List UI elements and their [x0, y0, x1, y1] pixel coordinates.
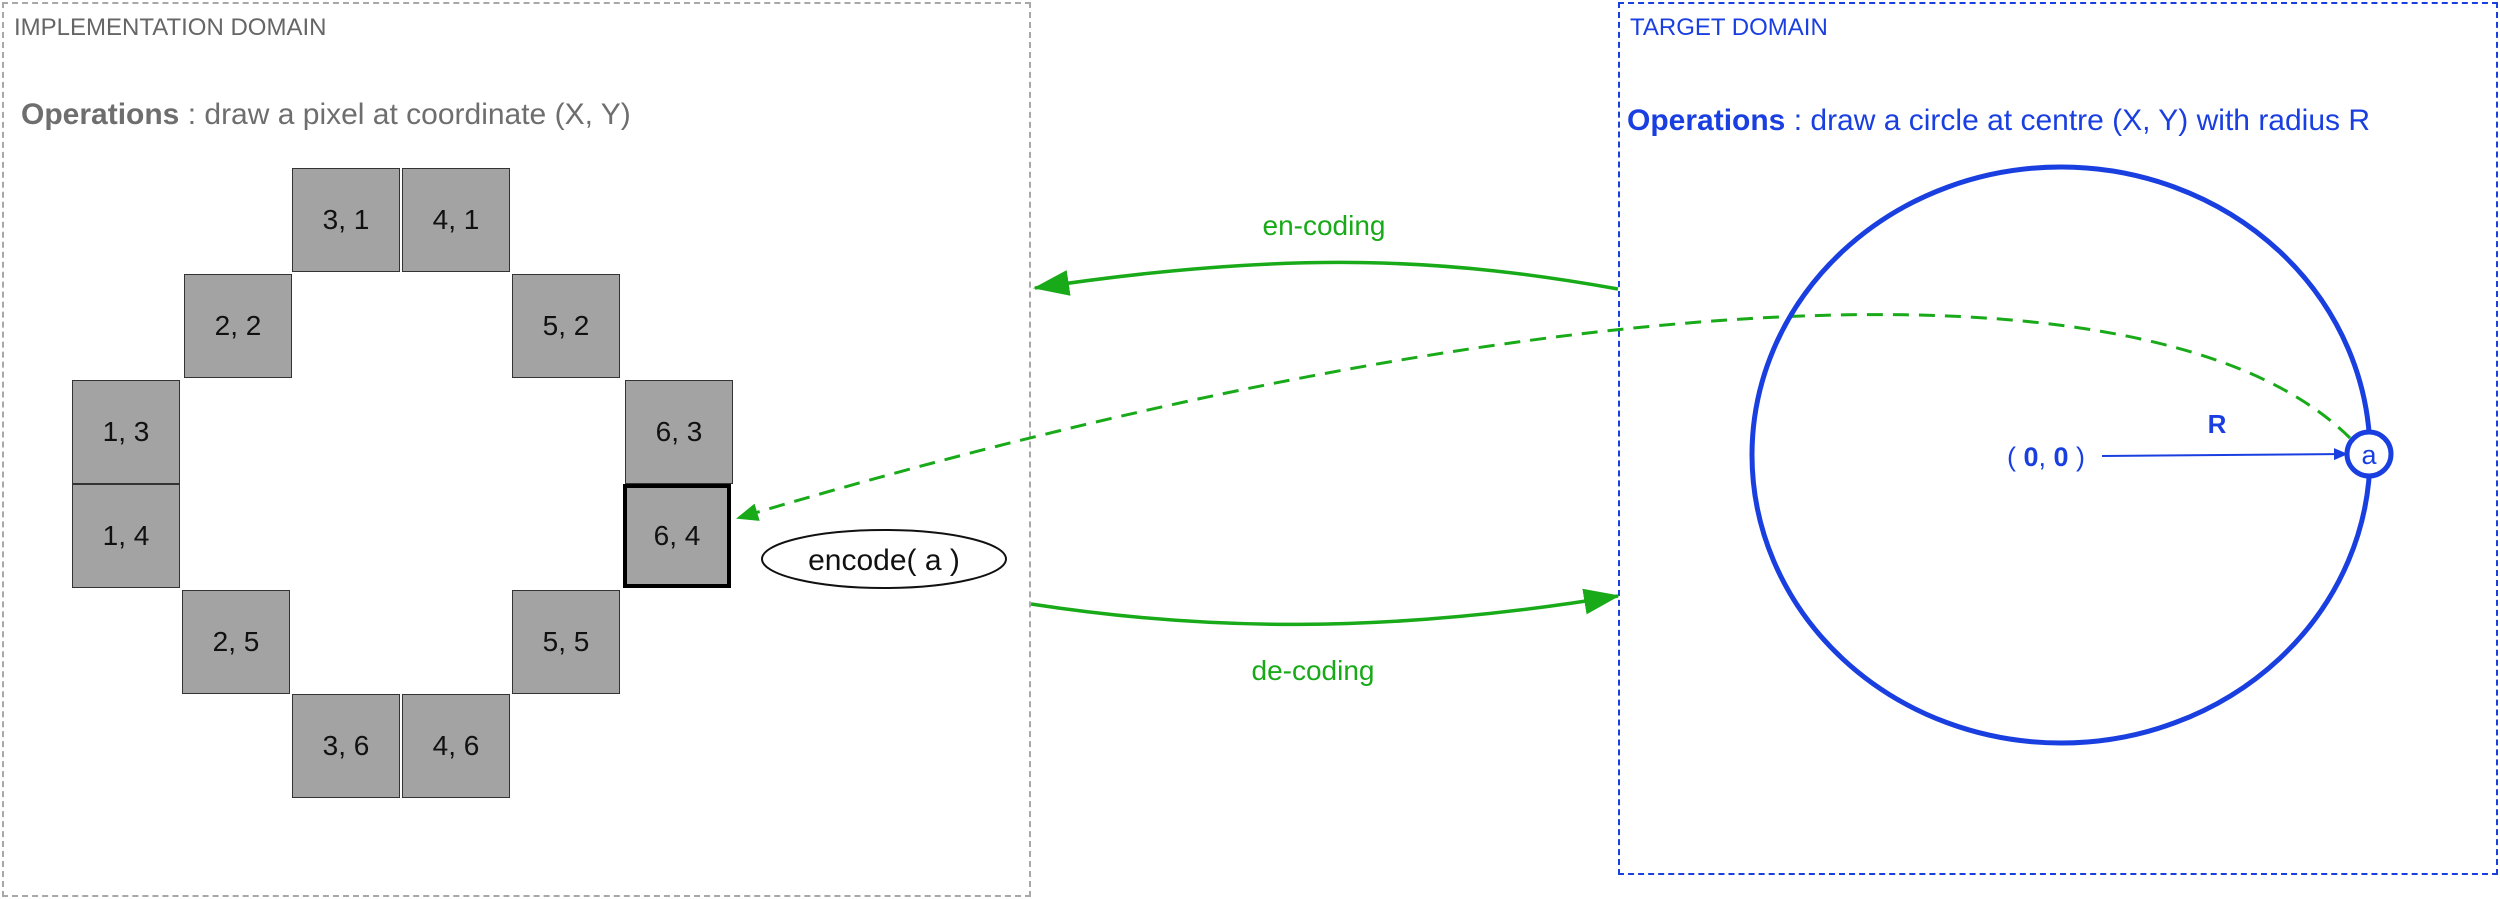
radius-arrow: [2101, 448, 2348, 461]
target-domain-box: TARGET DOMAIN Operations : draw a circle…: [1618, 2, 2498, 875]
target-operations-text: : draw a circle at centre (X, Y) with ra…: [1785, 104, 2371, 137]
pixel-3-6: 3, 6: [292, 694, 400, 798]
radius-label: R: [2208, 409, 2227, 439]
pixel-5-5: 5, 5: [512, 590, 620, 694]
pixel-5-2: 5, 2: [512, 274, 620, 378]
decoding-label: de-coding: [1252, 655, 1375, 686]
decoding-arrow: [1030, 588, 1620, 627]
pixel-6-4-highlighted: 6, 4: [623, 484, 731, 588]
pixel-4-6: 4, 6: [402, 694, 510, 798]
pixel-3-1: 3, 1: [292, 168, 400, 272]
pixel-2-5: 2, 5: [182, 590, 290, 694]
encoding-label: en-coding: [1263, 210, 1386, 241]
pixel-1-3: 1, 3: [72, 380, 180, 484]
encode-mapping-arrow: [736, 313, 2352, 521]
pixel-1-4: 1, 4: [72, 484, 180, 588]
pixel-2-2: 2, 2: [184, 274, 292, 378]
encoding-arrow: [1033, 260, 1619, 296]
implementation-operations-text: : draw a pixel at coordinate (X, Y): [179, 98, 631, 131]
implementation-domain-box: IMPLEMENTATION DOMAIN Operations : draw …: [2, 2, 1031, 897]
origin-label: ( 0, 0 ): [2007, 442, 2085, 472]
implementation-operations: Operations : draw a pixel at coordinate …: [21, 98, 631, 132]
encode-ellipse: [761, 529, 1007, 589]
target-domain-title: TARGET DOMAIN: [1630, 14, 1828, 41]
target-operations-label: Operations: [1627, 104, 1786, 137]
point-a-circle: [2344, 429, 2394, 479]
target-operations: Operations : draw a circle at centre (X,…: [1627, 104, 2370, 138]
encode-label: encode( a ): [808, 544, 960, 577]
implementation-operations-label: Operations: [21, 98, 180, 131]
point-a-label: a: [2361, 440, 2377, 470]
pixel-4-1: 4, 1: [402, 168, 510, 272]
implementation-domain-title: IMPLEMENTATION DOMAIN: [14, 14, 327, 41]
pixel-6-3: 6, 3: [625, 380, 733, 484]
